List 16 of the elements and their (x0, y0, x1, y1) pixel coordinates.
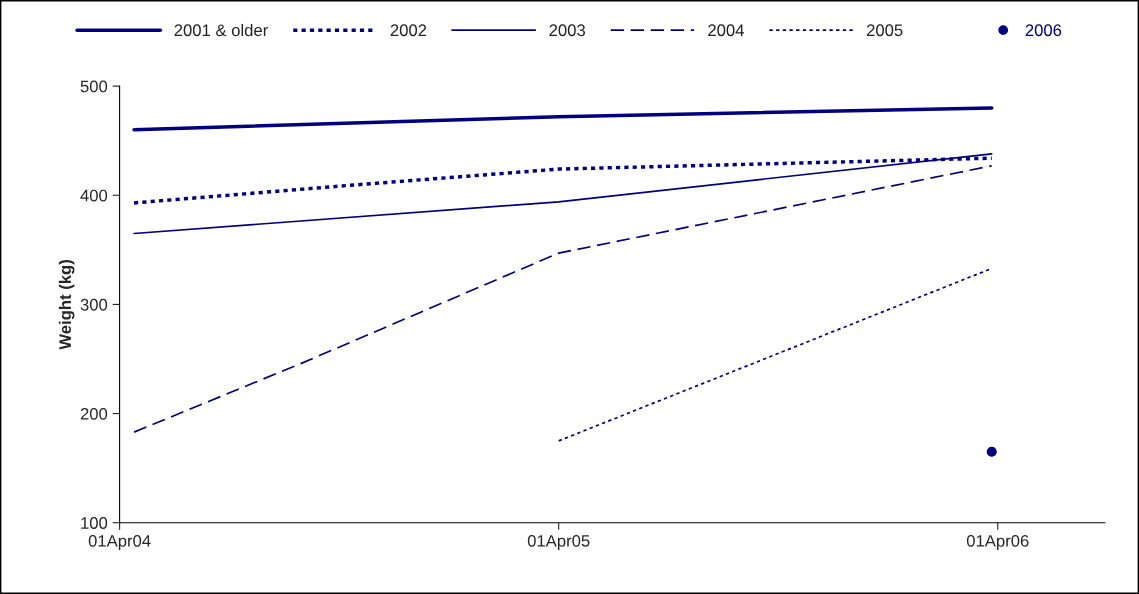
y-tick-label: 500 (80, 80, 108, 93)
y-tick-label: 200 (80, 407, 108, 420)
y-axis-title: Weight (kg) (58, 260, 75, 350)
line-series (133, 164, 993, 433)
legend-label: 2006 (1025, 24, 1062, 37)
legend-label: 2005 (866, 24, 903, 37)
legend-label: 2004 (708, 24, 744, 37)
x-tick-label: 01Apr05 (527, 534, 590, 551)
y-tick-label: 300 (80, 298, 108, 311)
legend-label: 2002 (390, 24, 427, 37)
legend-label: 2003 (549, 24, 585, 37)
y-tick-label: 100 (81, 517, 108, 529)
legend-label: 2001 & older (174, 23, 268, 37)
x-tick-label: 01Apr06 (966, 534, 1029, 551)
y-tick-label: 400 (80, 189, 108, 202)
x-tick-label: 01Apr04 (88, 534, 151, 551)
